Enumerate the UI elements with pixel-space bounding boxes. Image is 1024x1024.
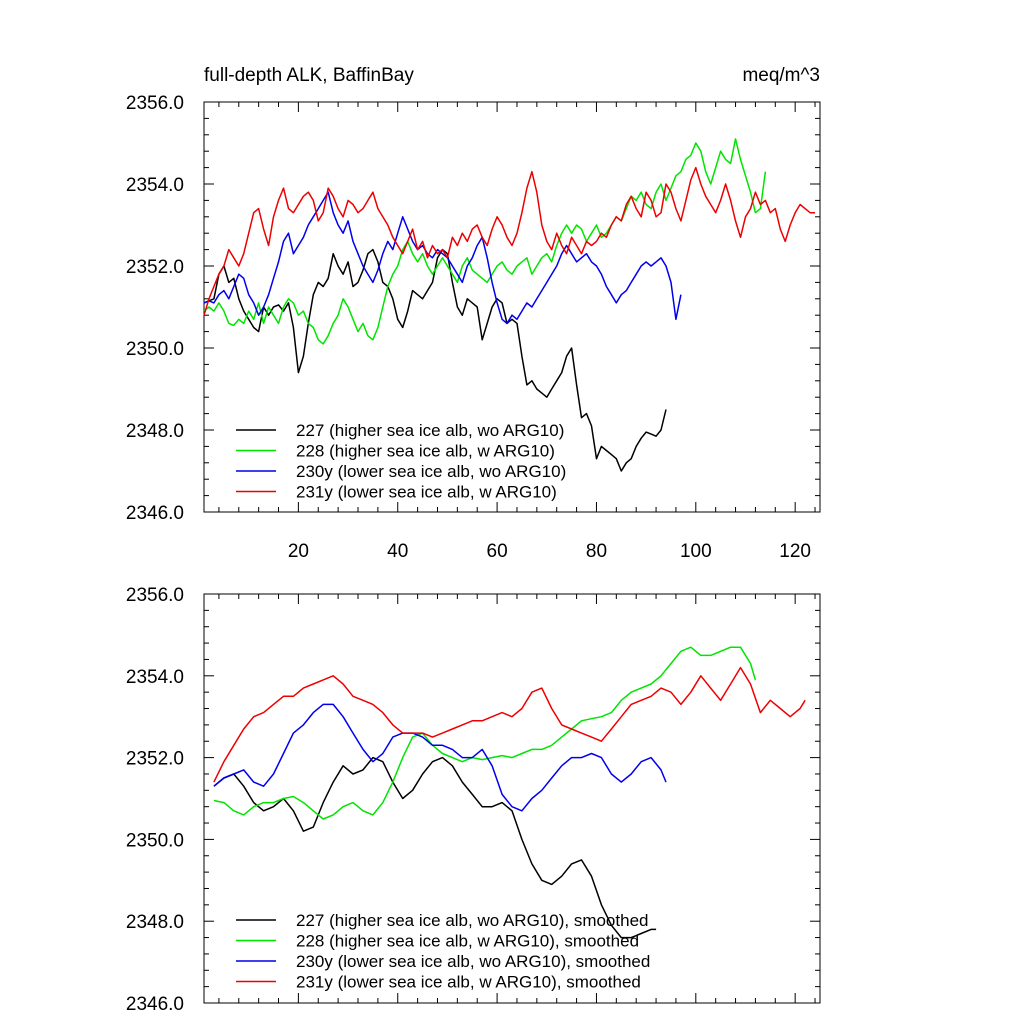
y-tick-label: 2350.0 [126, 339, 184, 360]
chart-title: full-depth ALK, BaffinBay [204, 65, 414, 86]
y-tick-label: 2346.0 [126, 994, 184, 1015]
legend-label: 231y (lower sea ice alb, w ARG10), smoot… [296, 973, 641, 992]
y-tick-label: 2346.0 [126, 503, 184, 524]
y-tick-label: 2348.0 [126, 421, 184, 442]
series-line-230y [213, 703, 667, 812]
x-tick-label: 40 [387, 541, 408, 562]
y-tick-label: 2348.0 [126, 912, 184, 933]
y-tick-label: 2354.0 [126, 175, 184, 196]
units-label: meq/m^3 [742, 65, 820, 86]
y-tick-label: 2352.0 [126, 257, 184, 278]
plot-frame [203, 101, 821, 513]
legend-label: 227 (higher sea ice alb, wo ARG10) [296, 421, 564, 440]
y-tick-label: 2356.0 [126, 585, 184, 606]
series-line-228 [213, 646, 757, 820]
series-line-231y [213, 666, 806, 783]
panel-smoothed: 2346.0 2348.0 2350.0 2352.0 2354.0 2356.0 227 … [126, 585, 821, 1015]
x-tick-label: 100 [680, 541, 712, 562]
y-tick-label: 2352.0 [126, 749, 184, 770]
x-tick-label: 60 [487, 541, 508, 562]
legend-label: 230y (lower sea ice alb, wo ARG10), smoo… [296, 952, 650, 971]
plot-frame [203, 593, 821, 1004]
legend-label: 227 (higher sea ice alb, wo ARG10), smoo… [296, 911, 648, 930]
y-tick-label: 2350.0 [126, 830, 184, 851]
series-line-228 [203, 138, 767, 345]
panel-raw: 2346.0 2348.0 2350.0 2352.0 2354.0 2356.0 20 40… [126, 93, 821, 562]
series-line-230y [203, 191, 682, 325]
y-tick-label: 2356.0 [126, 93, 184, 114]
x-tick-label: 20 [288, 541, 309, 562]
x-tick-label: 80 [586, 541, 607, 562]
legend-label: 231y (lower sea ice alb, w ARG10) [296, 483, 557, 502]
series-line-231y [203, 166, 815, 316]
x-tick-label: 120 [779, 541, 811, 562]
series-line-227 [213, 756, 657, 939]
legend-label: 228 (higher sea ice alb, w ARG10), smoot… [296, 932, 639, 951]
legend-label: 230y (lower sea ice alb, wo ARG10) [296, 462, 566, 481]
legend-label: 228 (higher sea ice alb, w ARG10) [296, 442, 555, 461]
y-tick-label: 2354.0 [126, 667, 184, 688]
